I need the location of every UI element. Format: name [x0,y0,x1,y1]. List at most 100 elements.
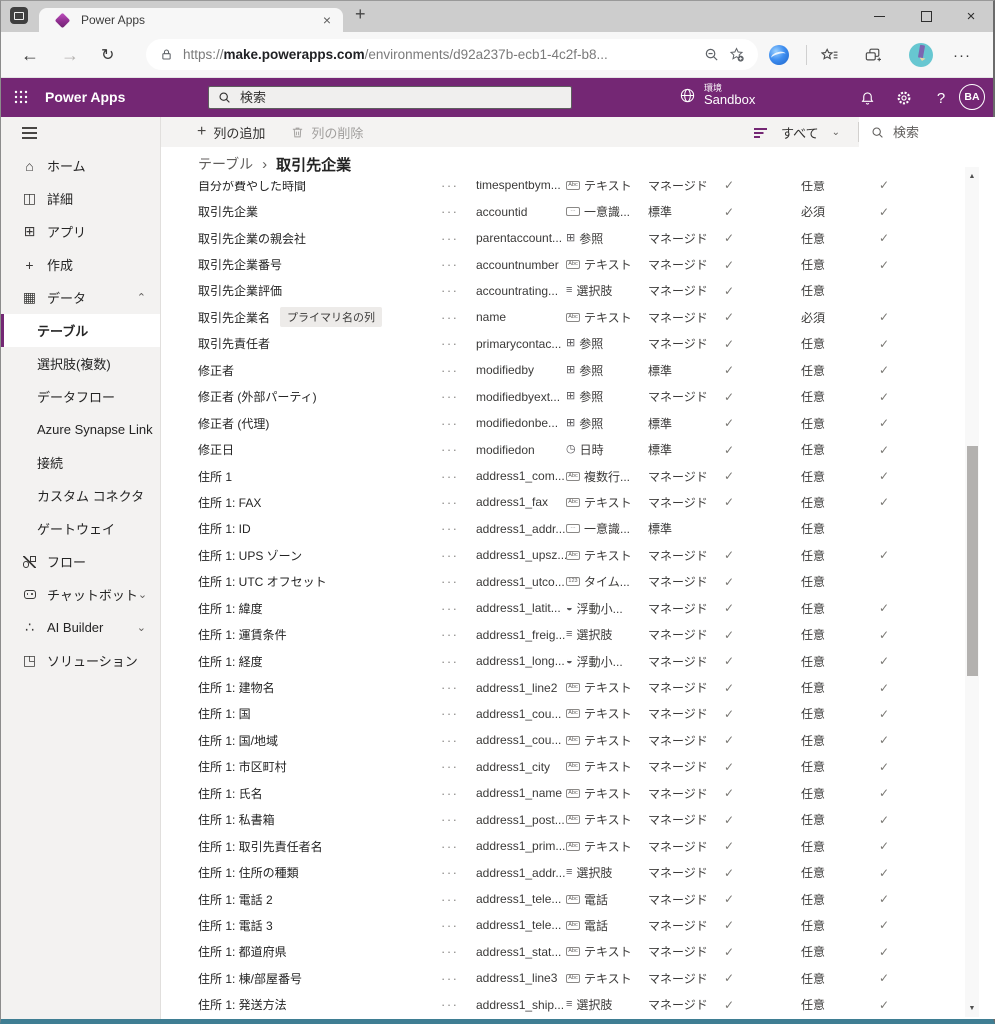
table-row[interactable]: 住所 1: 都道府県 ··· address1_stat... Abc テキスト … [198,939,948,965]
table-row[interactable]: 住所 1: FAX ··· address1_fax Abc テキスト マネージド… [198,489,948,515]
row-more-button[interactable]: ··· [441,468,459,484]
app-name[interactable]: Power Apps [45,89,126,105]
row-more-button[interactable]: ··· [441,785,459,801]
sidebar-item-data[interactable]: ▦ データ ⌃ [1,281,160,314]
window-maximize-button[interactable] [906,1,946,32]
row-more-button[interactable]: ··· [441,574,459,590]
table-row[interactable]: 住所 1: 棟/部屋番号 ··· address1_line3 Abc テキスト … [198,965,948,991]
table-row[interactable]: 住所 1: 発送方法 ··· address1_ship... ≡ 選択肢 マネー… [198,992,948,1018]
sidebar-item-details[interactable]: ◫ 詳細 [1,182,160,215]
row-more-button[interactable]: ··· [441,442,459,458]
add-column-button[interactable]: + 列の追加 [197,123,265,142]
row-more-button[interactable]: ··· [441,891,459,907]
table-row[interactable]: 取引先企業の親会社 ··· parentaccount... ⊞ 参照 マネージド… [198,225,948,251]
row-more-button[interactable]: ··· [441,812,459,828]
sidebar-item-flows[interactable]: フロー [1,545,160,578]
sidebar-item-connections[interactable]: 接続 [1,446,160,479]
scrollbar-thumb[interactable] [966,446,978,676]
sidebar-item-custom-connectors[interactable]: カスタム コネクタ [1,479,160,512]
collections-icon[interactable] [864,32,882,78]
row-more-button[interactable]: ··· [441,204,459,220]
forward-button[interactable]: → [61,44,79,65]
table-row[interactable]: 住所 1: 氏名 ··· address1_name Abc テキスト マネージド… [198,780,948,806]
sidebar-collapse-button[interactable] [1,117,160,149]
table-row[interactable]: 取引先責任者 ··· primarycontac... ⊞ 参照 マネージド ✓ … [198,331,948,357]
row-more-button[interactable]: ··· [441,944,459,960]
row-more-button[interactable]: ··· [441,177,459,193]
back-button[interactable]: ← [21,44,39,65]
filter-dropdown[interactable]: すべて ⌄ [754,123,840,142]
sidebar-item-solutions[interactable]: ◳ ソリューション [1,644,160,677]
notifications-bell-icon[interactable] [857,88,877,108]
extension-globe-icon[interactable] [769,45,789,65]
row-more-button[interactable]: ··· [441,547,459,563]
table-row[interactable]: 修正者 (代理) ··· modifiedonbe... ⊞ 参照 標準 ✓ 任意… [198,410,948,436]
sidebar-item-dataflows[interactable]: データフロー [1,380,160,413]
table-row[interactable]: 住所 1: 運賃条件 ··· address1_freig... ≡ 選択肢 マネ… [198,621,948,647]
row-more-button[interactable]: ··· [441,627,459,643]
tab-close-icon[interactable]: × [322,12,331,28]
global-search-input[interactable] [238,89,562,106]
favorite-star-icon[interactable] [729,47,744,62]
table-row[interactable]: 修正者 ··· modifiedby ⊞ 参照 標準 ✓ 任意 ✓ [198,357,948,383]
table-search-box[interactable] [859,117,995,147]
address-bar[interactable]: https://make.powerapps.com/environments/… [146,39,758,70]
breadcrumb-tables-link[interactable]: テーブル [198,156,254,172]
table-row[interactable]: 住所 1: 取引先責任者名 ··· address1_prim... Abc テキ… [198,833,948,859]
browser-tab[interactable]: Power Apps × [39,8,343,32]
row-more-button[interactable]: ··· [441,970,459,986]
table-row[interactable]: 住所 1: 電話 2 ··· address1_tele... Abc 電話 マネ… [198,886,948,912]
table-row[interactable]: 修正日 ··· modifiedon ◷ 日時 標準 ✓ 任意 ✓ [198,436,948,462]
browser-menu-icon[interactable]: ··· [953,46,971,64]
row-more-button[interactable]: ··· [441,494,459,510]
table-row[interactable]: 住所 1: 市区町村 ··· address1_city Abc テキスト マネー… [198,754,948,780]
settings-gear-icon[interactable] [894,88,914,108]
row-more-button[interactable]: ··· [441,600,459,616]
table-row[interactable]: 自分が費やした時間 ··· timespentbym... Abc テキスト マネ… [198,172,948,198]
row-more-button[interactable]: ··· [441,362,459,378]
row-more-button[interactable]: ··· [441,389,459,405]
waffle-icon[interactable] [14,90,28,109]
table-row[interactable]: 住所 1: 国 ··· address1_cou... Abc テキスト マネージ… [198,701,948,727]
sidebar-item-ai-builder[interactable]: ∴ AI Builder ⌄ [1,611,160,644]
table-row[interactable]: 取引先企業名 プライマリ名の列 ··· name Abc テキスト マネージド ✓ … [198,304,948,330]
table-row[interactable]: 住所 1: UTC オフセット ··· address1_utco... 123… [198,569,948,595]
row-more-button[interactable]: ··· [441,865,459,881]
refresh-button[interactable]: ↻ [101,47,115,64]
global-search-box[interactable] [208,86,572,109]
table-row[interactable]: 住所 1: 緯度 ··· address1_latit... ◒ 浮動小... マ… [198,595,948,621]
window-close-button[interactable]: × [966,8,976,25]
row-more-button[interactable]: ··· [441,257,459,273]
vertical-scrollbar[interactable]: ▲ ▼ [965,167,979,1017]
environment-picker[interactable]: 環境 Sandbox [679,83,755,108]
table-row[interactable]: 住所 1: 国/地域 ··· address1_cou... Abc テキスト マ… [198,727,948,753]
row-more-button[interactable]: ··· [441,917,459,933]
table-row[interactable]: 住所 1: 私書箱 ··· address1_post... Abc テキスト マ… [198,807,948,833]
row-more-button[interactable]: ··· [441,309,459,325]
account-avatar[interactable]: BA [959,84,985,110]
table-row[interactable]: 住所 1: UPS ゾーン ··· address1_upsz... Abc テキ… [198,542,948,568]
row-more-button[interactable]: ··· [441,653,459,669]
sidebar-item-create[interactable]: + 作成 [1,248,160,281]
table-row[interactable]: 住所 1: 経度 ··· address1_long... ◒ 浮動小... マネ… [198,648,948,674]
table-row[interactable]: 住所 1: 電話 3 ··· address1_tele... Abc 電話 マネ… [198,912,948,938]
row-more-button[interactable]: ··· [441,838,459,854]
table-row[interactable]: 住所 1: ID ··· address1_addr... ··· 一意識... … [198,516,948,542]
row-more-button[interactable]: ··· [441,336,459,352]
tab-actions-icon[interactable] [10,7,28,24]
favorites-bar-icon[interactable] [821,32,838,78]
table-row[interactable]: 住所 1: 住所の種類 ··· address1_addr... ≡ 選択肢 マネ… [198,859,948,885]
zoom-out-icon[interactable] [704,47,719,62]
row-more-button[interactable]: ··· [441,521,459,537]
row-more-button[interactable]: ··· [441,732,459,748]
table-row[interactable]: 修正者 (外部パーティ) ··· modifiedbyext... ⊞ 参照 マネ… [198,384,948,410]
sidebar-item-azure-synapse-link[interactable]: Azure Synapse Link [1,413,160,446]
url-text[interactable]: https://make.powerapps.com/environments/… [183,47,694,62]
table-search-input[interactable] [891,123,985,141]
table-row[interactable]: 住所 1 ··· address1_com... Abc 複数行... マネージド… [198,463,948,489]
help-button[interactable]: ? [936,89,946,107]
table-row[interactable]: 取引先企業番号 ··· accountnumber Abc テキスト マネージド … [198,251,948,277]
row-more-button[interactable]: ··· [441,415,459,431]
table-row[interactable]: 取引先企業 ··· accountid ··· 一意識... 標準 ✓ 必須 ✓ [198,198,948,224]
scroll-down-icon[interactable]: ▼ [968,1004,976,1012]
